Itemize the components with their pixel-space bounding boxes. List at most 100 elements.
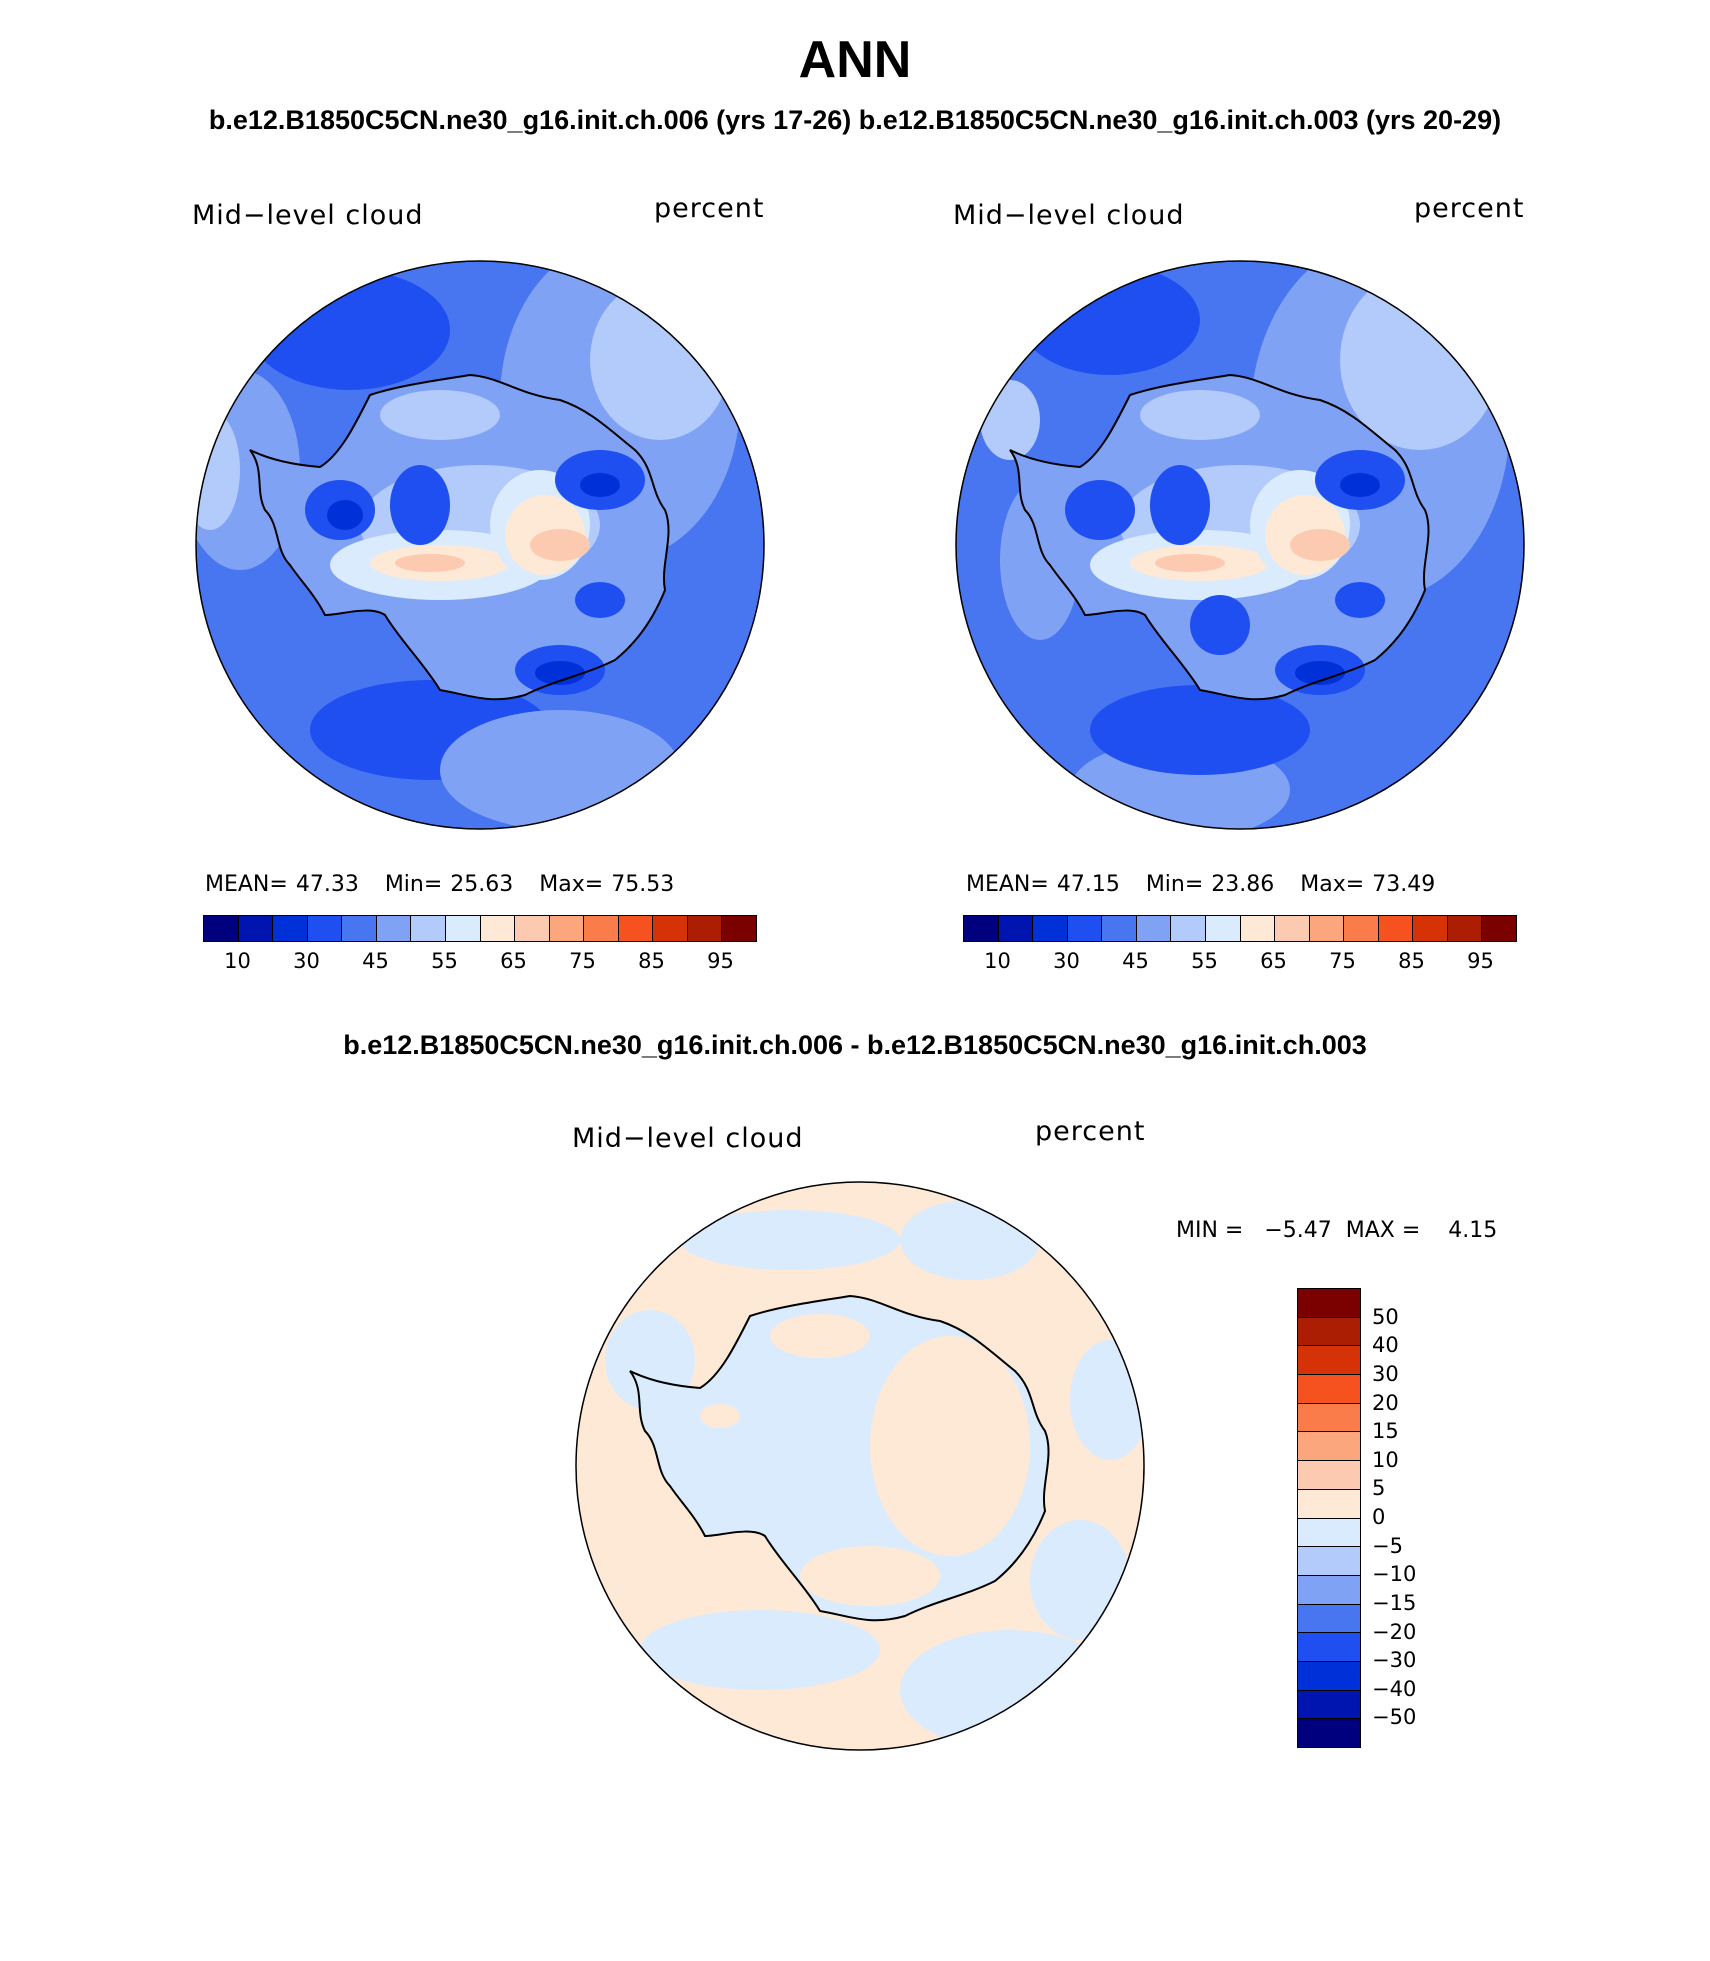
colorbar-swatch — [1309, 916, 1345, 941]
colorbar-tick-label: 40 — [1372, 1333, 1399, 1358]
diff-minmax: MIN = −5.47 MAX = 4.15 — [1176, 1218, 1498, 1243]
diff-units-label: percent — [1035, 1116, 1146, 1147]
colorbar-swatch — [722, 916, 756, 941]
colorbar-swatch — [238, 916, 274, 941]
colorbar-tick-label: −10 — [1372, 1562, 1417, 1587]
colorbar-swatch — [1298, 1403, 1360, 1433]
main-title: ANN — [798, 31, 912, 89]
diff-variable-label: Mid−level cloud — [572, 1123, 804, 1154]
colorbar-swatch — [411, 916, 446, 941]
panel2-variable-label: Mid−level cloud — [953, 200, 1185, 231]
colorbar-tick-label: 55 — [431, 949, 458, 973]
colorbar-swatch — [1298, 1461, 1360, 1490]
colorbar-swatch — [1171, 916, 1206, 941]
colorbar-swatch — [1205, 916, 1241, 941]
panel2-units-label: percent — [1414, 193, 1525, 224]
colorbar-tick-label: 45 — [362, 949, 389, 973]
colorbar-swatch — [1298, 1518, 1360, 1548]
colorbar-swatch — [1378, 916, 1414, 941]
colorbar-swatch — [1298, 1690, 1360, 1720]
colorbar-tick-label: 30 — [1372, 1361, 1399, 1386]
colorbar-tick-label: 95 — [707, 949, 734, 973]
panel1-colorbar — [203, 915, 757, 942]
colorbar-swatch — [1275, 916, 1310, 941]
colorbar-swatch — [618, 916, 654, 941]
colorbar-swatch — [1447, 916, 1483, 941]
colorbar-swatch — [549, 916, 585, 941]
colorbar-tick-label: 10 — [224, 949, 251, 973]
colorbar-swatch — [1102, 916, 1137, 941]
colorbar-tick-label: 45 — [1122, 949, 1149, 973]
colorbar-swatch — [964, 916, 999, 941]
diff-colorbar — [1297, 1288, 1361, 1748]
colorbar-swatch — [1298, 1604, 1360, 1634]
panel2-map — [955, 260, 1525, 830]
colorbar-tick-label: 85 — [638, 949, 665, 973]
colorbar-swatch — [1298, 1575, 1360, 1605]
colorbar-tick-label: 15 — [1372, 1419, 1399, 1444]
case2-label: b.e12.B1850C5CN.ne30_g16.init.ch.003 (yr… — [858, 105, 1502, 135]
colorbar-tick-label: 5 — [1372, 1476, 1386, 1501]
colorbar-swatch — [515, 916, 550, 941]
panel1-units-label: percent — [654, 193, 765, 224]
colorbar-tick-label: −15 — [1372, 1590, 1417, 1615]
colorbar-swatch — [1298, 1375, 1360, 1404]
colorbar-tick-label: 10 — [984, 949, 1011, 973]
colorbar-swatch — [998, 916, 1034, 941]
colorbar-swatch — [342, 916, 377, 941]
colorbar-tick-label: −20 — [1372, 1619, 1417, 1644]
colorbar-tick-label: 30 — [293, 949, 320, 973]
colorbar-swatch — [1298, 1489, 1360, 1519]
colorbar-swatch — [273, 916, 308, 941]
colorbar-swatch — [1298, 1346, 1360, 1376]
panel2-stats: MEAN= 47.15 Min= 23.86 Max= 73.49 — [966, 872, 1436, 897]
difference-title: b.e12.B1850C5CN.ne30_g16.init.ch.006 - b… — [343, 1030, 1367, 1060]
colorbar-tick-label: −40 — [1372, 1676, 1417, 1701]
colorbar-swatch — [1482, 916, 1516, 941]
colorbar-swatch — [1344, 916, 1379, 941]
colorbar-swatch — [1067, 916, 1103, 941]
colorbar-swatch — [1298, 1719, 1360, 1747]
case1-label: b.e12.B1850C5CN.ne30_g16.init.ch.006 (yr… — [208, 105, 852, 135]
case-subtitle: b.e12.B1850C5CN.ne30_g16.init.ch.006 (yr… — [0, 105, 1710, 136]
colorbar-tick-label: 85 — [1398, 949, 1425, 973]
colorbar-swatch — [307, 916, 343, 941]
colorbar-tick-label: 75 — [569, 949, 596, 973]
colorbar-tick-label: 55 — [1191, 949, 1218, 973]
colorbar-swatch — [1298, 1661, 1360, 1691]
colorbar-swatch — [1413, 916, 1448, 941]
colorbar-tick-label: −30 — [1372, 1648, 1417, 1673]
panel1-map — [195, 260, 765, 830]
panel1-stats: MEAN= 47.33 Min= 25.63 Max= 75.53 — [205, 872, 675, 897]
colorbar-tick-label: 65 — [1260, 949, 1287, 973]
panel2-colorbar — [963, 915, 1517, 942]
colorbar-swatch — [1298, 1289, 1360, 1318]
colorbar-swatch — [1298, 1432, 1360, 1462]
colorbar-tick-label: 30 — [1053, 949, 1080, 973]
colorbar-tick-label: 10 — [1372, 1447, 1399, 1472]
colorbar-swatch — [1298, 1317, 1360, 1347]
colorbar-swatch — [480, 916, 516, 941]
colorbar-swatch — [584, 916, 619, 941]
colorbar-swatch — [1033, 916, 1068, 941]
colorbar-tick-label: 95 — [1467, 949, 1494, 973]
colorbar-swatch — [1298, 1633, 1360, 1662]
colorbar-tick-label: 50 — [1372, 1304, 1399, 1329]
colorbar-tick-label: 65 — [500, 949, 527, 973]
colorbar-tick-label: 75 — [1329, 949, 1356, 973]
colorbar-tick-label: 20 — [1372, 1390, 1399, 1415]
colorbar-swatch — [653, 916, 688, 941]
colorbar-swatch — [687, 916, 723, 941]
difference-map — [575, 1181, 1145, 1751]
colorbar-swatch — [1298, 1547, 1360, 1576]
colorbar-swatch — [376, 916, 412, 941]
panel1-variable-label: Mid−level cloud — [192, 200, 424, 231]
colorbar-tick-label: −50 — [1372, 1705, 1417, 1730]
colorbar-swatch — [1136, 916, 1172, 941]
colorbar-swatch — [204, 916, 239, 941]
colorbar-swatch — [445, 916, 481, 941]
colorbar-swatch — [1240, 916, 1276, 941]
colorbar-tick-label: 0 — [1372, 1505, 1386, 1529]
colorbar-tick-label: −5 — [1372, 1533, 1403, 1558]
